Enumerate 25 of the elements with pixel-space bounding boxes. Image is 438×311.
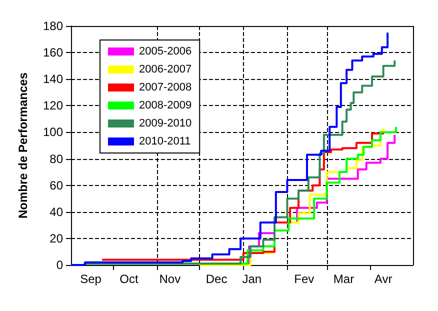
x-tick-label: Mar xyxy=(333,272,354,286)
y-axis-title: Nombre de Performances xyxy=(16,72,30,219)
x-tick-label: Nov xyxy=(159,272,181,286)
legend-label: 2010-2011 xyxy=(139,136,191,148)
y-tick-label: 20 xyxy=(50,231,64,246)
y-tick-label: 120 xyxy=(42,98,64,113)
y-tick-label: 140 xyxy=(42,72,64,86)
y-tick-label: 100 xyxy=(42,125,64,140)
x-tick-label: Dec xyxy=(206,272,228,286)
x-tick-label: Avr xyxy=(374,272,392,286)
legend-label: 2005-2006 xyxy=(139,46,192,58)
y-tick-label: 80 xyxy=(50,152,64,166)
y-tick-label: 180 xyxy=(42,19,64,33)
legend-label: 2009-2010 xyxy=(139,118,192,130)
x-tick-label: Fev xyxy=(294,272,314,286)
y-tick-label: 40 xyxy=(50,204,64,219)
y-tick-label: 0 xyxy=(56,258,64,272)
x-tick-label: Jan xyxy=(242,272,262,286)
legend-label: 2006-2007 xyxy=(139,64,192,76)
y-tick-label: 160 xyxy=(42,46,64,60)
x-tick-label: Sep xyxy=(80,272,102,286)
legend-label: 2007-2008 xyxy=(139,82,192,94)
y-tick-label: 60 xyxy=(50,178,64,192)
legend-label: 2008-2009 xyxy=(139,100,192,112)
x-tick-label: Oct xyxy=(120,272,139,286)
